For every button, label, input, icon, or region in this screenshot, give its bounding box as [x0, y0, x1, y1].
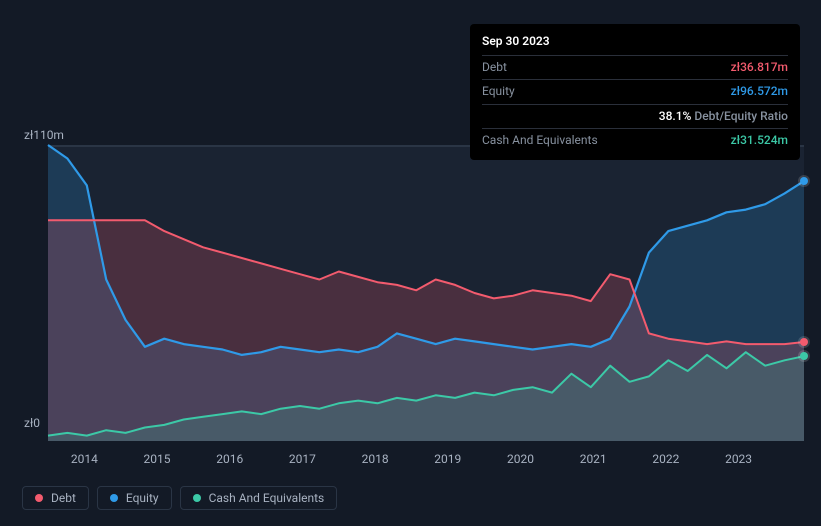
legend-item-equity[interactable]: Equity [97, 486, 172, 510]
y-axis-min-label: zł0 [24, 416, 40, 430]
tooltip-row: Cash And Equivalents zł31.524m [482, 128, 788, 152]
x-tick-label: 2014 [71, 452, 98, 466]
legend-dot-icon [193, 494, 201, 502]
debt-end-marker [800, 338, 808, 346]
tooltip-row-value: 38.1% Debt/Equity Ratio [659, 107, 788, 126]
tooltip-row: 38.1% Debt/Equity Ratio [482, 104, 788, 128]
x-tick-label: 2020 [507, 452, 534, 466]
legend-label: Debt [51, 491, 76, 505]
legend-dot-icon [110, 494, 118, 502]
x-tick-label: 2016 [216, 452, 243, 466]
x-tick-label: 2019 [434, 452, 461, 466]
tooltip-row-value: zł36.817m [731, 58, 788, 77]
tooltip-row-label: Debt [482, 58, 507, 77]
chart-tooltip: Sep 30 2023 Debt zł36.817m Equity zł96.572m… [470, 24, 800, 160]
y-axis-max-label: zł110m [24, 128, 64, 142]
tooltip-row: Equity zł96.572m [482, 79, 788, 103]
legend-dot-icon [35, 494, 43, 502]
legend-label: Equity [126, 491, 159, 505]
legend-item-debt[interactable]: Debt [22, 486, 89, 510]
legend-label: Cash And Equivalents [209, 491, 325, 505]
x-tick-label: 2021 [580, 452, 607, 466]
x-tick-label: 2015 [144, 452, 171, 466]
tooltip-row-value: zł31.524m [731, 131, 788, 150]
chart-legend: Debt Equity Cash And Equivalents [22, 486, 337, 510]
x-tick-label: 2018 [362, 452, 389, 466]
x-tick-label: 2023 [725, 452, 752, 466]
tooltip-row-label: Cash And Equivalents [482, 131, 598, 150]
x-tick-label: 2017 [289, 452, 316, 466]
tooltip-row-value: zł96.572m [731, 82, 788, 101]
tooltip-row-label: Equity [482, 82, 515, 101]
tooltip-row: Debt zł36.817m [482, 55, 788, 79]
legend-item-cash-and-equivalents[interactable]: Cash And Equivalents [180, 486, 338, 510]
x-tick-label: 2022 [652, 452, 679, 466]
tooltip-title: Sep 30 2023 [482, 32, 788, 51]
equity-end-marker [800, 177, 808, 185]
cash-end-marker [800, 352, 808, 360]
